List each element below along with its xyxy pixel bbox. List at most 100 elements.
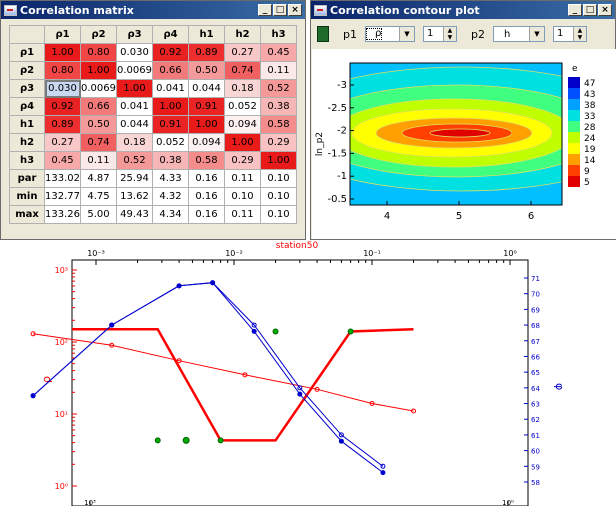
close-button[interactable]: × — [598, 4, 612, 16]
table-cell[interactable]: 1.00 — [188, 115, 225, 134]
table-cell[interactable]: 0.11 — [224, 205, 261, 224]
table-cell[interactable]: 0.041 — [116, 97, 153, 116]
table-cell[interactable]: 0.18 — [116, 133, 153, 152]
spin-arrows-icon[interactable]: ▲ ▼ — [442, 27, 456, 41]
table-cell[interactable]: 0.45 — [44, 151, 81, 170]
table-cell[interactable]: 13.62 — [116, 187, 153, 206]
contour-plot-window[interactable]: Correlation contour plot _ □ × p1 ρ ▼ 1 … — [310, 0, 616, 240]
table-cell[interactable]: 1.00 — [116, 79, 153, 98]
table-cell[interactable]: 0.052 — [152, 133, 189, 152]
table-cell[interactable]: 0.92 — [44, 97, 81, 116]
table-cell[interactable]: 0.094 — [188, 133, 225, 152]
table-cell[interactable]: 0.50 — [80, 115, 117, 134]
table-cell[interactable]: 25.94 — [116, 169, 153, 188]
table-cell[interactable]: 0.58 — [260, 115, 297, 134]
close-button[interactable]: × — [288, 4, 302, 16]
maximize-button[interactable]: □ — [583, 4, 597, 16]
calculator-icon[interactable] — [317, 26, 329, 42]
matrix-titlebar[interactable]: Correlation matrix _ □ × — [1, 1, 305, 19]
table-cell[interactable]: 1.00 — [80, 61, 117, 80]
table-cell[interactable]: 0.91 — [188, 97, 225, 116]
table-cell[interactable]: 0.052 — [224, 97, 261, 116]
table-cell[interactable]: 132.77 — [44, 187, 81, 206]
model-layer-point[interactable] — [182, 436, 190, 444]
table-cell[interactable]: 0.74 — [80, 133, 117, 152]
p2-index-spinner[interactable]: 1 ▲ ▼ — [552, 26, 587, 42]
model-layer-point[interactable] — [347, 328, 354, 335]
correlation-matrix-window[interactable]: Correlation matrix _ □ × ρ1 ρ2 ρ3 ρ4 h1 h2 h3 … — [0, 0, 306, 240]
table-cell[interactable]: 0.66 — [80, 97, 117, 116]
table-cell[interactable]: 0.094 — [224, 115, 261, 134]
table-cell[interactable]: 0.16 — [188, 169, 225, 188]
table-cell[interactable]: 0.80 — [44, 61, 81, 80]
table-cell[interactable]: 4.32 — [152, 187, 189, 206]
table-cell[interactable]: 1.00 — [260, 151, 297, 170]
table-cell[interactable]: 0.58 — [188, 151, 225, 170]
table-cell[interactable]: 0.041 — [152, 79, 189, 98]
table-cell[interactable]: 0.29 — [260, 133, 297, 152]
table-cell[interactable]: 0.80 — [80, 43, 117, 62]
p1-index-value: 1 — [426, 28, 434, 39]
table-cell[interactable]: 0.044 — [188, 79, 225, 98]
table-cell[interactable]: 0.11 — [224, 169, 261, 188]
table-cell[interactable]: 0.030 — [44, 79, 81, 98]
table-cell[interactable]: 4.33 — [152, 169, 189, 188]
table-cell[interactable]: 1.00 — [224, 133, 261, 152]
chevron-down-icon[interactable]: ▼ — [528, 27, 544, 41]
table-cell[interactable]: 4.87 — [80, 169, 117, 188]
phi-data-point — [380, 463, 386, 469]
table-cell[interactable]: 0.66 — [152, 61, 189, 80]
row-header: min — [9, 187, 45, 206]
table-cell[interactable]: 0.38 — [260, 97, 297, 116]
spin-arrows-icon[interactable]: ▲ ▼ — [572, 27, 586, 41]
table-cell[interactable]: 0.044 — [116, 115, 153, 134]
table-cell[interactable]: 0.52 — [116, 151, 153, 170]
table-cell[interactable]: 0.11 — [260, 61, 297, 80]
table-cell[interactable]: 0.52 — [260, 79, 297, 98]
table-cell[interactable]: 0.10 — [224, 187, 261, 206]
table-cell[interactable]: 0.27 — [44, 133, 81, 152]
table-cell[interactable]: 49.43 — [116, 205, 153, 224]
table-cell[interactable]: 4.75 — [80, 187, 117, 206]
table-cell[interactable]: 0.16 — [188, 187, 225, 206]
table-cell[interactable]: 1.00 — [44, 43, 81, 62]
table-cell[interactable]: 0.16 — [188, 205, 225, 224]
table-cell[interactable]: 0.38 — [152, 151, 189, 170]
chevron-down-icon[interactable]: ▼ — [398, 27, 414, 41]
contour-titlebar[interactable]: Correlation contour plot _ □ × — [311, 1, 615, 19]
table-cell[interactable]: 0.18 — [224, 79, 261, 98]
p2-select[interactable]: h ▼ — [492, 26, 545, 42]
maximize-button[interactable]: □ — [273, 4, 287, 16]
p1-index-spinner[interactable]: 1 ▲ ▼ — [422, 26, 457, 42]
p1-select[interactable]: ρ ▼ — [364, 26, 415, 42]
table-cell[interactable]: 0.10 — [260, 169, 297, 188]
table-cell[interactable]: 0.030 — [116, 43, 153, 62]
table-cell[interactable]: 0.10 — [260, 205, 297, 224]
table-cell[interactable]: 0.29 — [224, 151, 261, 170]
table-cell[interactable]: 0.11 — [80, 151, 117, 170]
model-layer-point[interactable] — [154, 437, 161, 444]
table-cell[interactable]: 1.00 — [152, 97, 189, 116]
table-cell[interactable]: 133.02 — [44, 169, 81, 188]
minimize-button[interactable]: _ — [568, 4, 582, 16]
table-cell[interactable]: 0.27 — [224, 43, 261, 62]
station-chart[interactable]: station50 ρ φ 10⁻³ 10⁻² 10⁻¹ 10⁰ 10³ 10⁰ 10³… — [0, 240, 616, 506]
table-cell[interactable]: 0.89 — [44, 115, 81, 134]
phi-curve-line — [32, 282, 384, 467]
table-cell[interactable]: 0.10 — [260, 187, 297, 206]
table-cell[interactable]: 0.92 — [152, 43, 189, 62]
model-layer-point[interactable] — [217, 437, 224, 444]
table-cell[interactable]: 0.0069 — [80, 79, 117, 98]
table-cell[interactable]: 4.34 — [152, 205, 189, 224]
table-cell[interactable]: 0.50 — [188, 61, 225, 80]
table-cell[interactable]: 0.91 — [152, 115, 189, 134]
table-cell[interactable]: 0.89 — [188, 43, 225, 62]
table-cell[interactable]: 0.45 — [260, 43, 297, 62]
minimize-button[interactable]: _ — [258, 4, 272, 16]
table-cell[interactable]: 133.26 — [44, 205, 81, 224]
model-layer-point[interactable] — [272, 328, 279, 335]
table-cell[interactable]: 0.0069 — [116, 61, 153, 80]
table-cell[interactable]: 5.00 — [80, 205, 117, 224]
table-cell[interactable]: 0.74 — [224, 61, 261, 80]
